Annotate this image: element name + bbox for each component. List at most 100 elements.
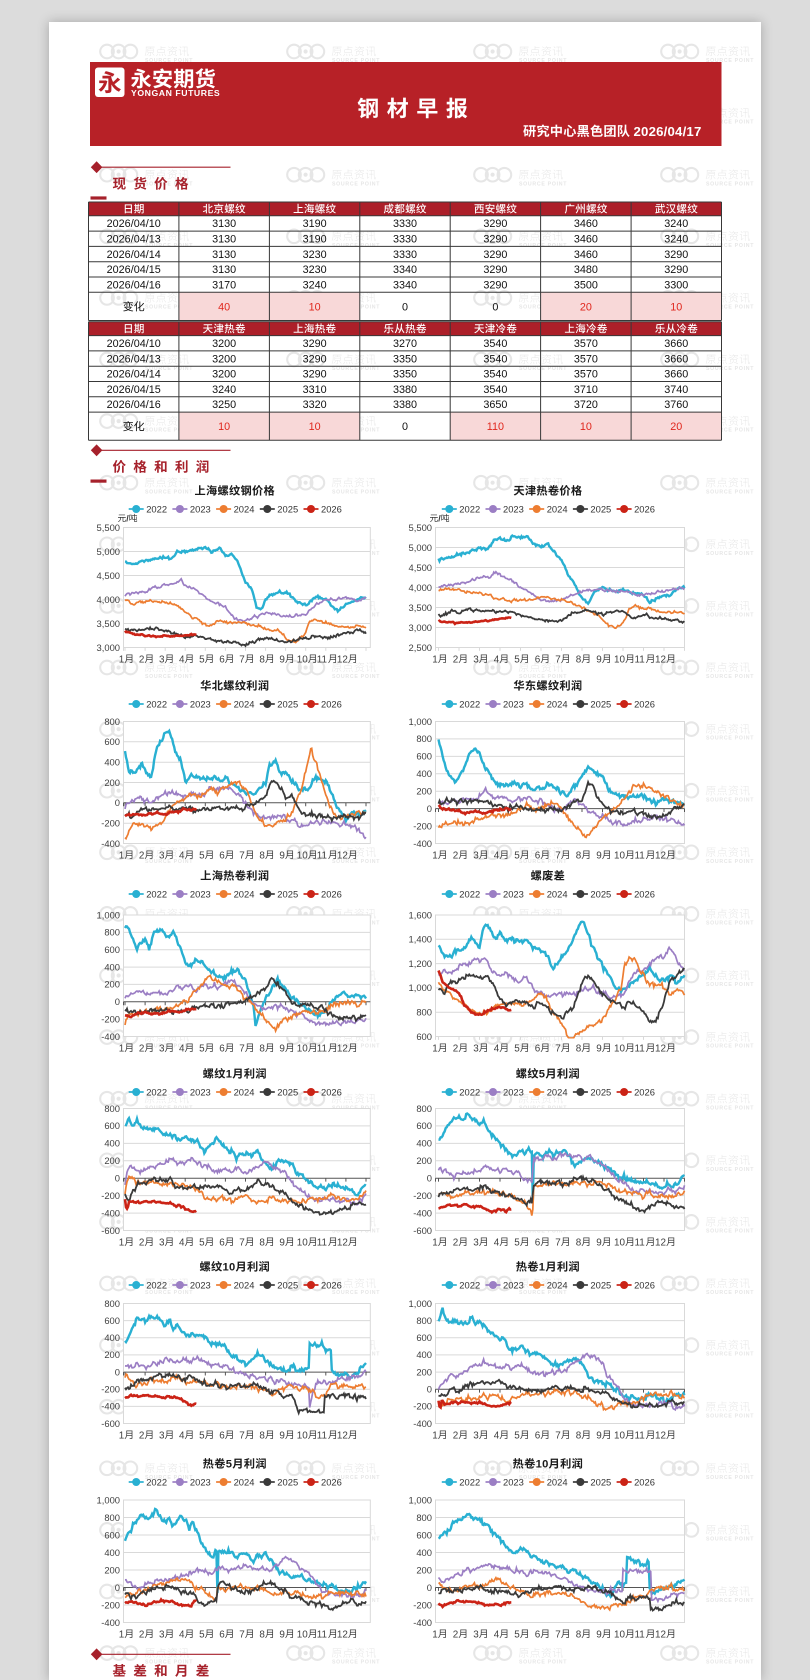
svg-text:2022: 2022: [146, 1279, 167, 1290]
svg-text:3340: 3340: [393, 264, 417, 276]
svg-text:3170: 3170: [212, 279, 236, 291]
svg-text:8: 8: [576, 1237, 582, 1248]
svg-text:-200: -200: [101, 1013, 120, 1024]
svg-text:1: 1: [432, 1629, 438, 1640]
svg-text:2: 2: [139, 1043, 145, 1054]
svg-text:1,000: 1,000: [409, 1494, 432, 1505]
svg-text:-200: -200: [413, 1599, 432, 1610]
svg-text:3350: 3350: [393, 353, 417, 365]
svg-text:0: 0: [115, 1366, 120, 1377]
svg-text:9: 9: [279, 654, 285, 665]
svg-text:8: 8: [576, 1043, 582, 1054]
svg-text:10: 10: [580, 421, 592, 433]
svg-text:8: 8: [576, 1629, 582, 1640]
svg-text:11: 11: [635, 1237, 646, 1248]
svg-text:800: 800: [104, 927, 120, 938]
svg-text:1,000: 1,000: [409, 716, 432, 727]
svg-text:-200: -200: [413, 1401, 432, 1412]
svg-text:4: 4: [179, 850, 185, 861]
svg-text:2026: 2026: [634, 1279, 655, 1290]
svg-text:4,500: 4,500: [97, 570, 120, 581]
svg-text:2023: 2023: [503, 888, 524, 899]
svg-text:3330: 3330: [393, 234, 417, 246]
svg-text:1,600: 1,600: [409, 909, 432, 920]
svg-text:3230: 3230: [303, 249, 327, 261]
svg-text:400: 400: [104, 1547, 120, 1558]
svg-text:3380: 3380: [393, 384, 417, 396]
svg-text:8: 8: [259, 654, 265, 665]
svg-text:6: 6: [219, 654, 225, 665]
svg-text:2022: 2022: [459, 1279, 480, 1290]
svg-text:2026/04/14: 2026/04/14: [107, 369, 161, 381]
svg-text:3130: 3130: [212, 218, 236, 230]
svg-text:3130: 3130: [212, 234, 236, 246]
svg-text:3240: 3240: [664, 234, 688, 246]
svg-text:0: 0: [427, 1384, 432, 1395]
svg-text:11: 11: [635, 1629, 646, 1640]
svg-text:7: 7: [555, 850, 561, 861]
svg-text:5,500: 5,500: [97, 522, 120, 533]
svg-text:4: 4: [179, 654, 185, 665]
svg-text:3130: 3130: [212, 264, 236, 276]
svg-text:3290: 3290: [303, 353, 327, 365]
svg-text:2026: 2026: [321, 503, 342, 514]
svg-text:3500: 3500: [574, 279, 598, 291]
svg-text:4: 4: [179, 1043, 185, 1054]
svg-text:6: 6: [219, 1043, 225, 1054]
svg-text:10: 10: [309, 421, 321, 433]
svg-text:11: 11: [317, 1043, 328, 1054]
svg-text:6: 6: [535, 850, 541, 861]
svg-text:-600: -600: [101, 1225, 120, 1236]
svg-text:4,000: 4,000: [97, 594, 120, 605]
svg-text:2022: 2022: [146, 1476, 167, 1487]
svg-text:3350: 3350: [393, 369, 417, 381]
svg-text:-200: -200: [413, 820, 432, 831]
svg-text:2023: 2023: [190, 1086, 211, 1097]
svg-text:1,000: 1,000: [97, 1494, 120, 1505]
svg-text:600: 600: [104, 1529, 120, 1540]
svg-text:600: 600: [416, 1332, 432, 1343]
svg-text:8: 8: [576, 850, 582, 861]
svg-text:1: 1: [432, 850, 438, 861]
svg-text:2: 2: [453, 1043, 459, 1054]
svg-text:2026: 2026: [634, 1086, 655, 1097]
svg-text:800: 800: [104, 1512, 120, 1523]
svg-text:1: 1: [119, 1430, 125, 1441]
svg-text:0: 0: [402, 421, 408, 433]
svg-text:3660: 3660: [664, 353, 688, 365]
svg-text:600: 600: [416, 1529, 432, 1540]
svg-text:7: 7: [239, 1043, 245, 1054]
svg-text:11: 11: [317, 1629, 328, 1640]
svg-text:4: 4: [494, 1629, 500, 1640]
svg-text:2: 2: [453, 654, 459, 665]
svg-text:4: 4: [494, 1430, 500, 1441]
svg-text:-200: -200: [101, 1599, 120, 1610]
svg-text:3: 3: [159, 1237, 165, 1248]
svg-text:10: 10: [536, 1459, 549, 1471]
svg-text:3310: 3310: [303, 384, 327, 396]
svg-text:12: 12: [655, 1237, 666, 1248]
svg-text:9: 9: [596, 1629, 602, 1640]
svg-text:12: 12: [337, 1237, 348, 1248]
svg-text:6: 6: [535, 1043, 541, 1054]
svg-text:2025: 2025: [277, 698, 298, 709]
svg-text:3720: 3720: [574, 399, 598, 411]
svg-text:2025: 2025: [277, 1476, 298, 1487]
svg-text:3: 3: [473, 1629, 479, 1640]
svg-text:9: 9: [596, 1430, 602, 1441]
svg-text:9: 9: [279, 1629, 285, 1640]
svg-text:6: 6: [219, 850, 225, 861]
svg-text:2023: 2023: [190, 888, 211, 899]
svg-text:-400: -400: [413, 838, 432, 849]
svg-text:200: 200: [104, 979, 120, 990]
svg-text:6: 6: [535, 1430, 541, 1441]
svg-text:2026: 2026: [321, 1476, 342, 1487]
svg-text:3540: 3540: [483, 353, 507, 365]
svg-text:3290: 3290: [303, 369, 327, 381]
svg-text:10: 10: [614, 1043, 625, 1054]
svg-text:3230: 3230: [303, 264, 327, 276]
svg-text:2023: 2023: [503, 698, 524, 709]
svg-text:7: 7: [555, 1043, 561, 1054]
svg-text:3330: 3330: [393, 218, 417, 230]
svg-text:3290: 3290: [483, 234, 507, 246]
